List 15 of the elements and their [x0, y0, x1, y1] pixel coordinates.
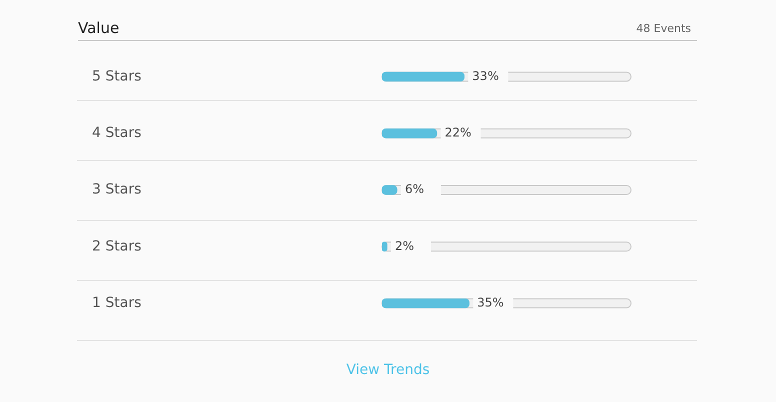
data-label: 35%	[477, 295, 504, 310]
text: View Trends	[345, 362, 431, 378]
bar	[382, 128, 438, 138]
y-tick-label: 1 Stars	[92, 294, 142, 311]
data-label: 2%	[394, 238, 414, 253]
text: 48 Events	[636, 22, 691, 35]
data-label: 6%	[404, 182, 424, 196]
text: Value	[78, 19, 120, 37]
data-label: 33%	[472, 68, 499, 83]
y-tick-label: 4 Stars	[92, 125, 142, 141]
y-tick-label: 2 Stars	[92, 238, 142, 254]
y-tick-label: 3 Stars	[92, 182, 142, 198]
bar	[382, 72, 464, 82]
y-tick-label: 5 Stars	[92, 68, 142, 84]
data-label: 22%	[444, 125, 472, 140]
